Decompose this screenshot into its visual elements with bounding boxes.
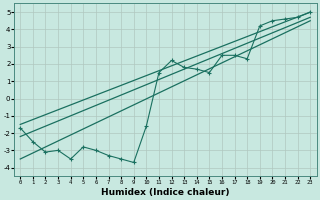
X-axis label: Humidex (Indice chaleur): Humidex (Indice chaleur) xyxy=(101,188,229,197)
